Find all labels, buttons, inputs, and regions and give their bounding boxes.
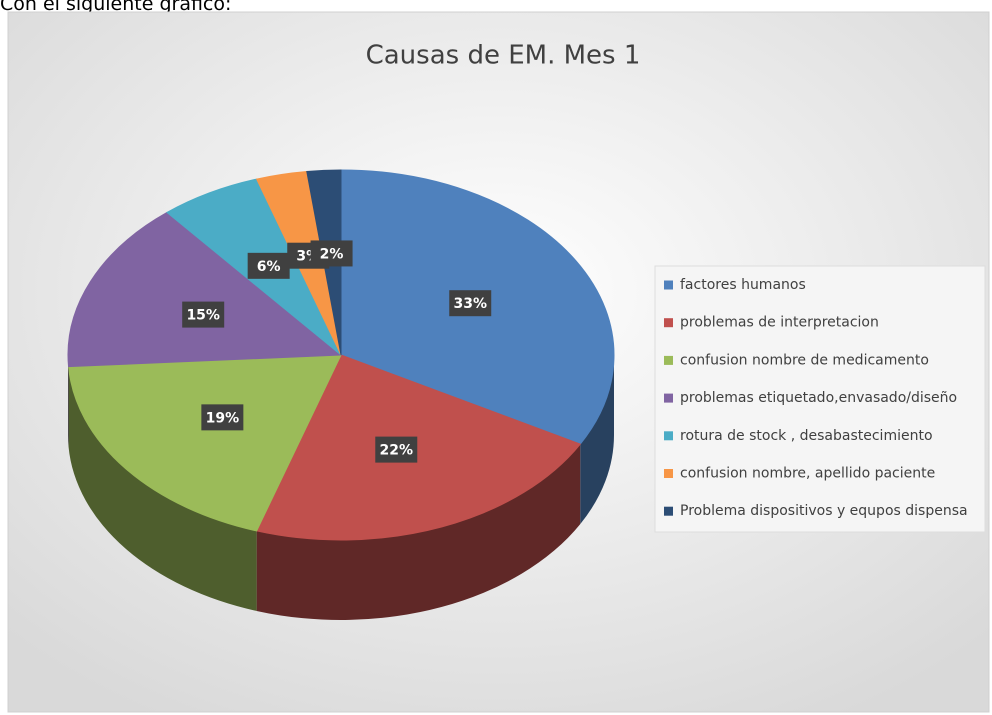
data-label: 22% xyxy=(380,443,414,459)
data-label: 6% xyxy=(257,259,281,275)
legend-swatch xyxy=(664,318,673,328)
data-label: 19% xyxy=(206,410,240,426)
pie-slice xyxy=(67,354,342,532)
pie-slice xyxy=(255,354,582,541)
legend-swatch xyxy=(664,280,673,290)
pie-side xyxy=(68,355,69,447)
legend-swatch xyxy=(664,355,673,365)
chart-title: Causas de EM. Mes 1 xyxy=(366,41,641,71)
legend-label: rotura de stock , desabastecimiento xyxy=(680,428,933,444)
legend-label: confusion nombre, apellido paciente xyxy=(680,466,935,482)
legend-box xyxy=(654,265,986,533)
legend-swatch xyxy=(664,506,673,516)
data-label-box xyxy=(182,301,225,328)
pie-side xyxy=(68,366,257,611)
data-label-box xyxy=(449,290,492,317)
data-label: 33% xyxy=(453,296,487,312)
data-label-box xyxy=(375,436,418,463)
legend-label: problemas etiquetado,envasado/diseño xyxy=(680,390,957,406)
legend-swatch xyxy=(664,469,673,478)
data-label: 15% xyxy=(186,308,220,324)
legend-label: factores humanos xyxy=(680,277,806,293)
caption: Con el siguiente gráfico: xyxy=(0,0,231,15)
legend-swatch xyxy=(664,393,673,403)
legend-label: problemas de interpretacion xyxy=(680,315,879,331)
data-label: 2% xyxy=(320,246,344,262)
legend-label: confusion nombre de medicamento xyxy=(680,352,929,368)
pie-side xyxy=(256,444,581,620)
legend-label: Problema dispositivos y equpos dispensa xyxy=(680,503,968,519)
data-label-box xyxy=(310,240,353,267)
pie-slice xyxy=(67,211,343,368)
data-label-box xyxy=(247,252,290,279)
legend-swatch xyxy=(664,431,673,441)
pie-side xyxy=(580,355,614,525)
data-label-box xyxy=(201,404,244,431)
